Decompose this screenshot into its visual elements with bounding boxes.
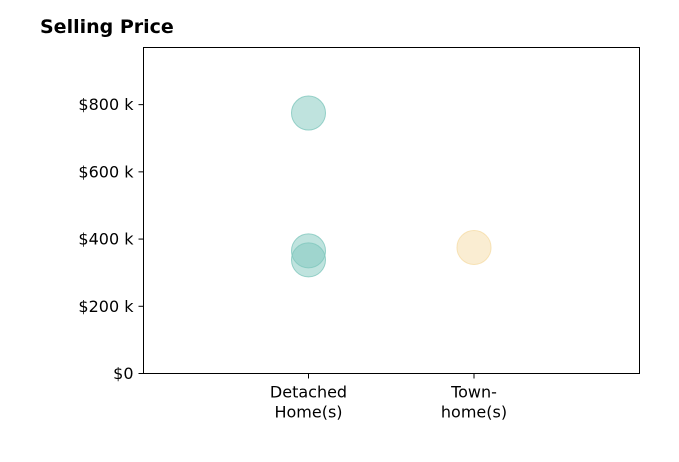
y-tick-label: $800 k	[78, 95, 134, 114]
y-axis: $0 $200 k $400 k $600 k $800 k	[78, 95, 144, 383]
plot-frame	[143, 47, 640, 374]
y-tick-label: $200 k	[78, 297, 134, 316]
y-tick-label: $0	[113, 364, 133, 383]
data-point	[291, 242, 326, 278]
y-tick-label: $600 k	[78, 162, 134, 181]
x-tick-label: Detached	[270, 383, 347, 402]
data-points	[291, 95, 492, 278]
data-point	[456, 229, 492, 265]
y-tick-label: $400 k	[78, 230, 134, 249]
x-tick-label: Town-	[450, 383, 497, 402]
data-point	[291, 95, 326, 131]
x-tick-label: Home(s)	[274, 403, 342, 422]
x-tick-label: home(s)	[441, 403, 507, 422]
chart-title: Selling Price	[40, 16, 174, 38]
